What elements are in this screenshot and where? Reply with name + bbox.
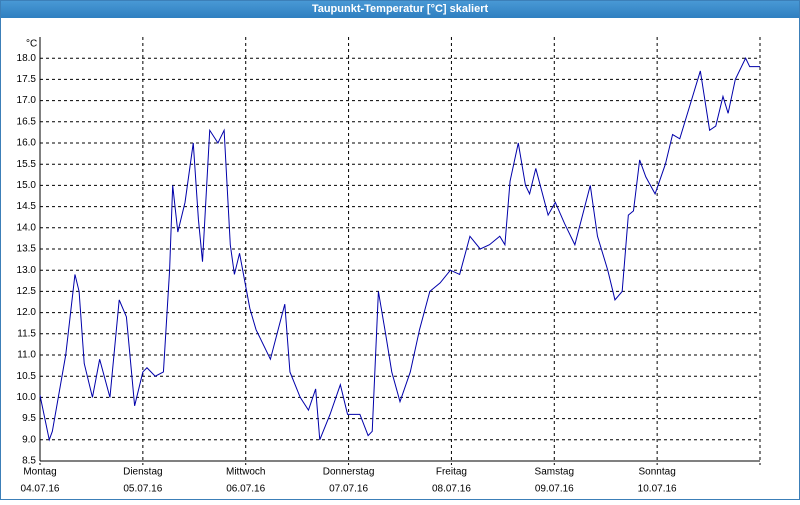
y-tick-label: 17.5 (17, 74, 37, 85)
x-tick-date: 10.07.16 (638, 484, 677, 495)
x-tick-date: 09.07.16 (535, 484, 574, 495)
y-tick-label: 15.5 (17, 159, 37, 170)
x-tick-day: Donnerstag (323, 467, 375, 478)
data-line (39, 57, 760, 442)
x-tick-date: 08.07.16 (432, 484, 471, 495)
y-unit: °C (26, 39, 37, 50)
y-tick-label: 9.0 (22, 434, 36, 445)
y-tick-label: 12.5 (17, 286, 37, 297)
x-tick-date: 04.07.16 (21, 484, 60, 495)
x-tick-day: Mittwoch (226, 467, 265, 478)
y-tick-label: 13.5 (17, 244, 37, 255)
x-tick-day: Freitag (436, 467, 467, 478)
y-tick-label: 15.0 (17, 180, 37, 191)
y-tick-label: 9.5 (22, 413, 36, 424)
y-tick-label: 14.0 (17, 222, 37, 233)
x-tick-day: Samstag (535, 467, 574, 478)
x-tick-date: 06.07.16 (226, 484, 265, 495)
y-tick-label: 11.0 (17, 350, 36, 361)
x-tick-day: Montag (23, 467, 56, 478)
x-tick-date: 05.07.16 (123, 484, 162, 495)
x-tick-day: Sonntag (639, 467, 676, 478)
title-bar (0, 0, 800, 18)
x-tick-date: 07.07.16 (329, 484, 368, 495)
y-tick-label: 18.0 (17, 53, 37, 64)
y-tick-label: 14.5 (17, 201, 37, 212)
y-tick-label: 12.0 (17, 307, 37, 318)
y-tick-label: 11.5 (17, 328, 36, 339)
y-tick-label: 16.0 (17, 138, 37, 149)
y-tick-label: 13.0 (17, 265, 37, 276)
y-tick-label: 10.0 (17, 392, 37, 403)
y-tick-label: 17.0 (17, 95, 37, 106)
x-tick-day: Dienstag (123, 467, 162, 478)
chart-title: Taupunkt-Temperatur [°C] skaliert (312, 3, 489, 15)
y-tick-label: 8.5 (22, 456, 36, 467)
y-tick-label: 10.5 (17, 371, 37, 382)
y-tick-label: 16.5 (17, 116, 37, 127)
